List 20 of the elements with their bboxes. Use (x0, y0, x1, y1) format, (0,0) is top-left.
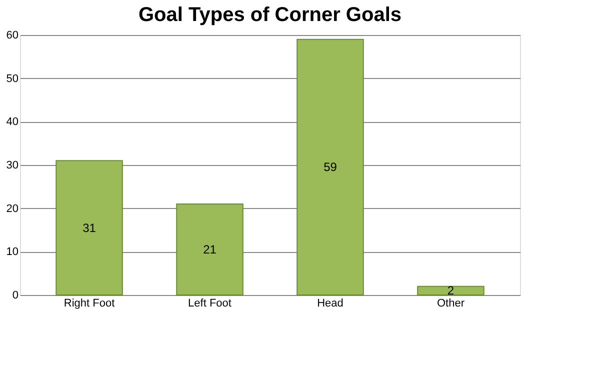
x-tick-label: Other (436, 298, 465, 310)
y-tick-label: 60 (6, 30, 18, 42)
x-tick-label: Left Foot (188, 298, 232, 310)
chart-title: Goal Types of Corner Goals (138, 4, 402, 26)
data-label: 31 (82, 220, 96, 235)
bar (56, 160, 123, 296)
y-tick-label: 40 (6, 116, 18, 128)
data-label: 59 (324, 160, 338, 174)
data-label: 21 (203, 242, 217, 256)
x-tick-label: Head (317, 298, 344, 310)
y-tick-label: 0 (12, 290, 18, 302)
x-tick-label: Right Foot (64, 298, 115, 310)
y-tick-label: 20 (6, 202, 18, 215)
y-tick-label: 10 (6, 246, 18, 258)
bar (176, 204, 244, 296)
bar (417, 286, 484, 296)
bar (296, 38, 364, 296)
data-label: 2 (447, 284, 454, 298)
y-tick-label: 50 (6, 72, 18, 85)
y-tick-label: 30 (6, 160, 18, 172)
